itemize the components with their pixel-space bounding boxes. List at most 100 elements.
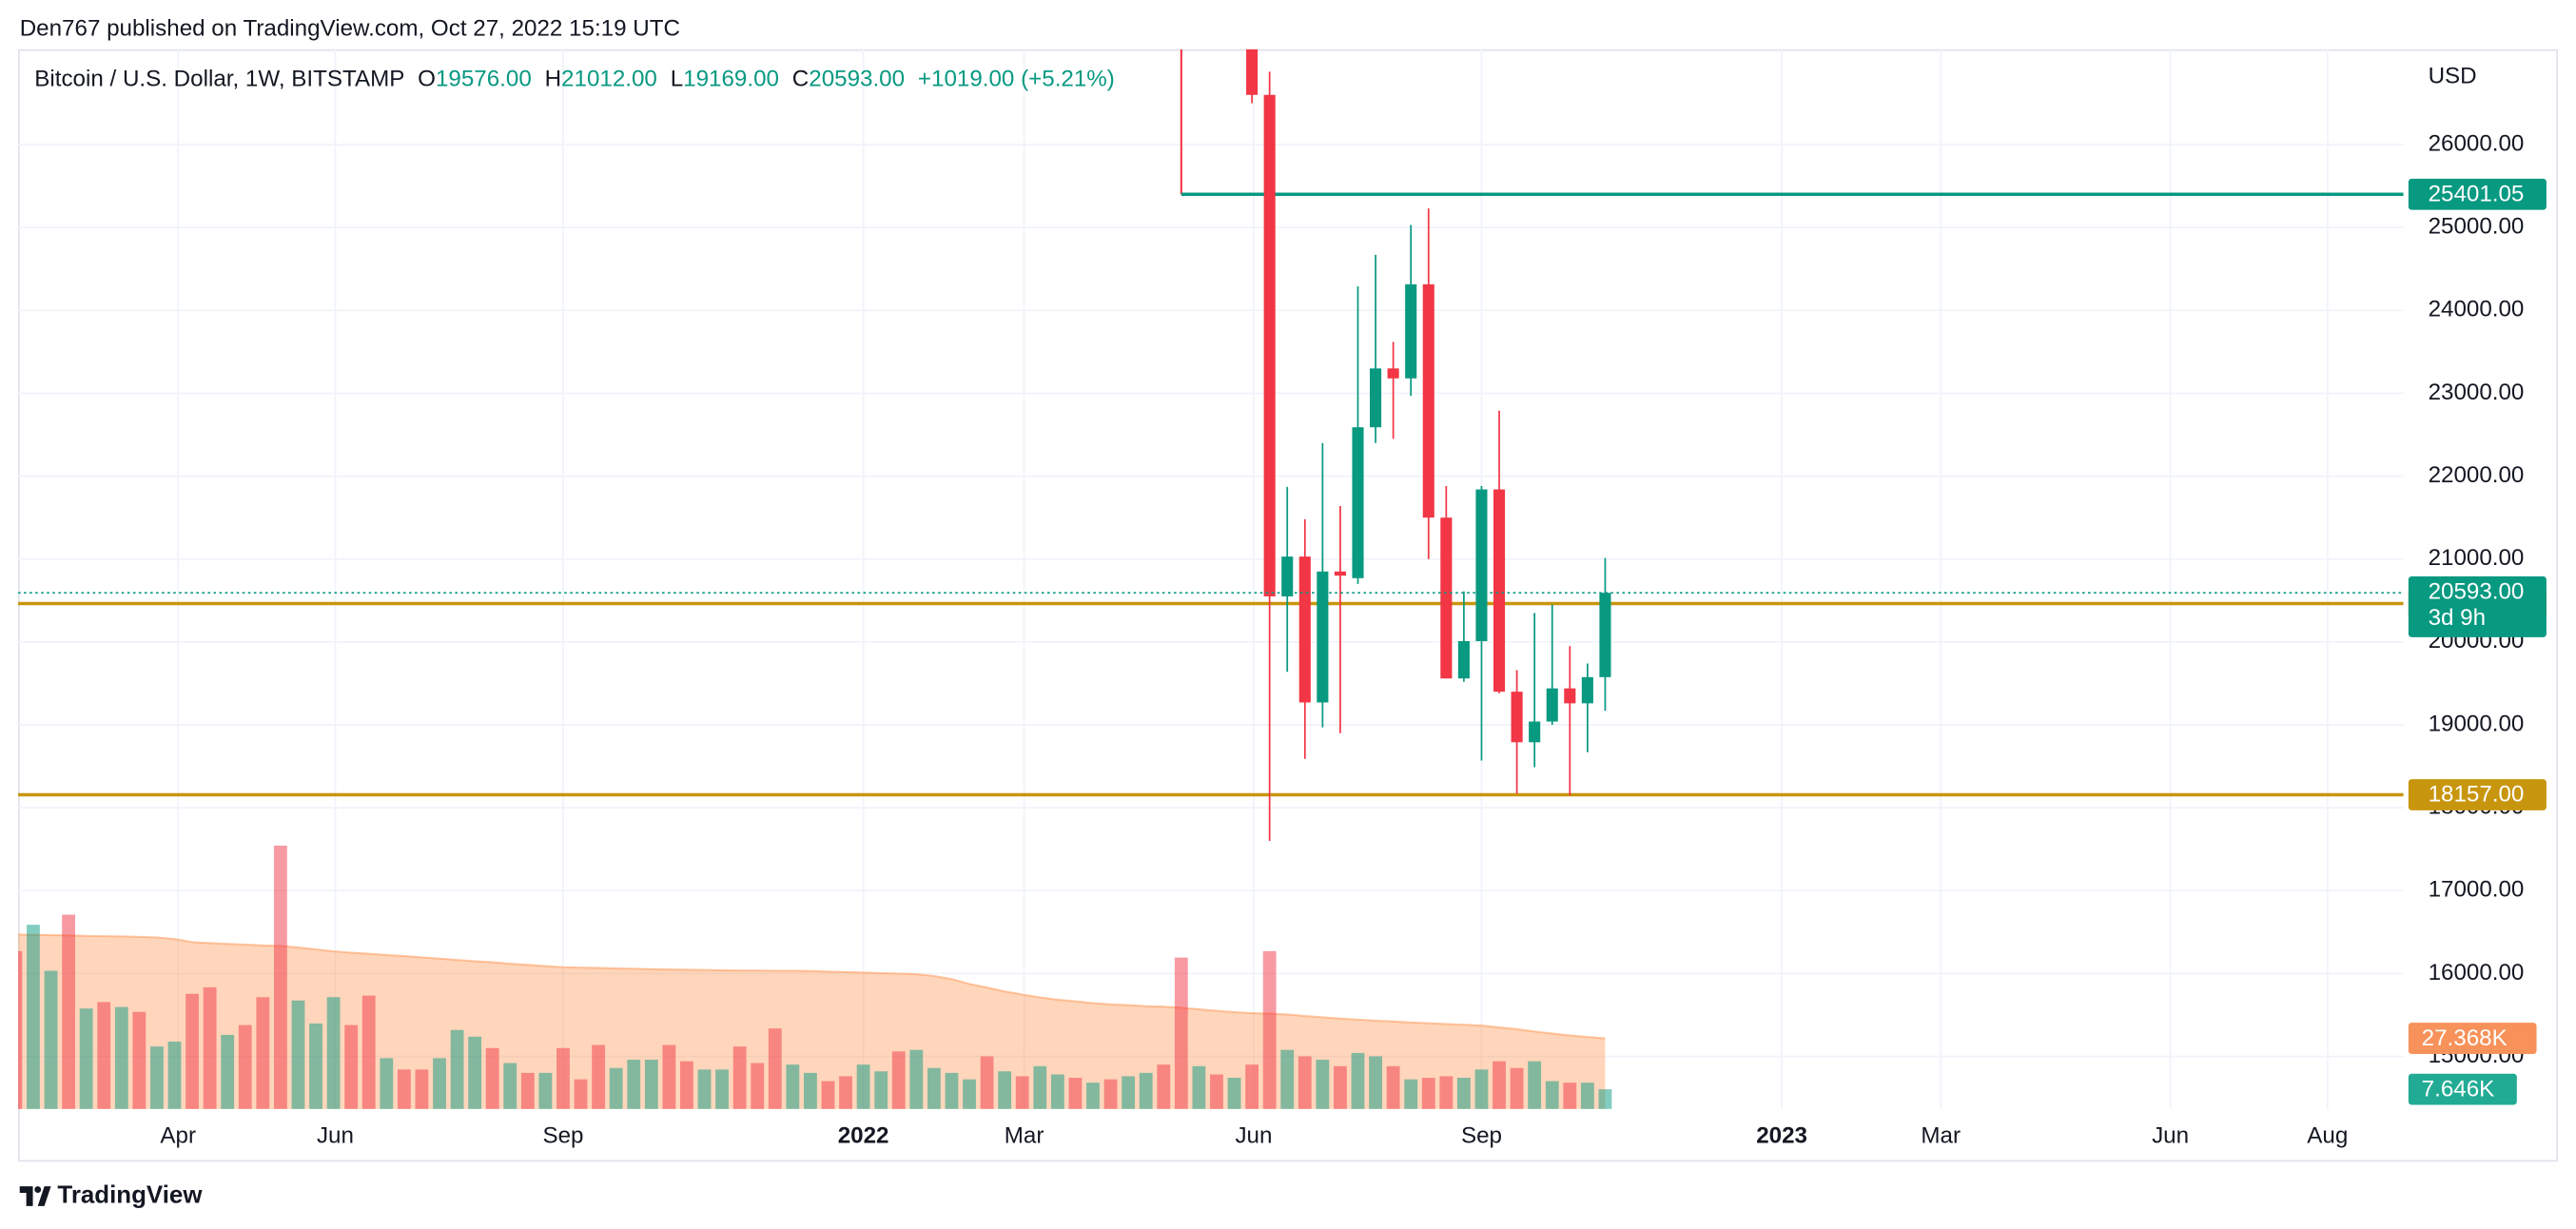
symbol-title: Bitcoin / U.S. Dollar, 1W, BITSTAMP — [34, 67, 404, 92]
x-tick-label: Jun — [1235, 1123, 1272, 1149]
logo-dot — [34, 1186, 42, 1193]
volume-bar — [538, 1072, 553, 1109]
candle-body — [1405, 283, 1417, 379]
volume-ma-area — [17, 934, 1606, 1109]
volume-bar — [768, 1028, 782, 1109]
volume-bar — [1510, 1067, 1524, 1109]
volume-bar — [238, 1024, 252, 1109]
brand-logo — [19, 1186, 51, 1206]
volume-bar — [132, 1011, 146, 1109]
volume-bar — [697, 1069, 712, 1109]
volume-bar — [1192, 1065, 1206, 1109]
candle-body — [1511, 692, 1523, 743]
volume-bar — [980, 1056, 994, 1109]
volume-bar — [503, 1063, 517, 1109]
volume-bar — [1245, 1064, 1259, 1109]
price-label: 25401.05 — [2429, 181, 2525, 206]
x-tick-label: Jun — [317, 1123, 354, 1149]
brand: TradingView — [57, 1181, 203, 1208]
candle-body — [1564, 688, 1576, 704]
volume-bar — [1439, 1076, 1454, 1109]
volume-bar — [1404, 1079, 1418, 1109]
volume-bar — [150, 1046, 164, 1109]
candle-body — [1493, 489, 1506, 693]
volume-box — [2408, 1073, 2517, 1105]
volume-bar — [203, 986, 217, 1109]
volume-bar — [433, 1058, 446, 1109]
logo-mark — [19, 1186, 51, 1206]
volume-bar — [574, 1079, 588, 1109]
volume-bar — [1033, 1065, 1047, 1109]
volume-bar — [1050, 1074, 1064, 1109]
legend-key: H — [545, 67, 561, 92]
y-tick-label: 25000.00 — [2429, 214, 2525, 240]
candle-body — [1298, 556, 1311, 703]
countdown-label: 3d 9h — [2429, 605, 2486, 631]
volume-bar — [1474, 1069, 1489, 1109]
x-tick-label: Aug — [2307, 1123, 2348, 1149]
candle-body — [1599, 593, 1611, 677]
volume-bar — [291, 1000, 305, 1109]
volume-bar — [1068, 1078, 1083, 1109]
y-tick-label: 22000.00 — [2429, 462, 2525, 488]
x-tick-label: 2022 — [838, 1123, 889, 1149]
volume-bar — [821, 1081, 835, 1109]
candle-body — [1440, 517, 1453, 679]
x-tick-label: Sep — [1461, 1123, 1502, 1149]
volume-bar — [1545, 1081, 1559, 1109]
volume-bar — [592, 1044, 606, 1109]
volume-bar — [44, 970, 58, 1109]
candle-body — [1370, 368, 1382, 428]
volume-bar — [1262, 950, 1277, 1109]
volume-bar — [1528, 1061, 1542, 1109]
volume-ma-label: 27.368K — [2422, 1025, 2508, 1051]
volume-bar — [273, 846, 287, 1109]
volume-bar — [397, 1069, 411, 1109]
legend-change: +1019.00 (+5.21%) — [918, 67, 1115, 92]
volume-bar — [344, 1024, 359, 1109]
volume-bar — [1580, 1083, 1594, 1109]
volume-bar — [485, 1047, 499, 1109]
legend-value: 21012.00 — [561, 67, 657, 92]
volume-bar — [751, 1063, 765, 1109]
y-tick-label: 26000.00 — [2429, 130, 2525, 156]
grid — [17, 49, 2404, 1109]
volume-label: 7.646K — [2422, 1076, 2495, 1102]
chart-frame — [17, 49, 2559, 1162]
currency: USD — [2429, 64, 2477, 89]
candle-body — [1457, 641, 1470, 679]
volume-bar — [380, 1058, 394, 1109]
volume-bar — [97, 1002, 111, 1109]
volume-bar — [945, 1072, 959, 1109]
volume-bar — [998, 1071, 1012, 1109]
volume-bar — [680, 1061, 693, 1109]
volume-bar — [1139, 1072, 1153, 1109]
volume-bar — [1174, 957, 1188, 1109]
volume-bar — [1210, 1074, 1223, 1109]
plot-area — [17, 49, 2404, 1109]
price-label-box — [2408, 779, 2547, 810]
publisher-line: Den767 published on TradingView.com, Oct… — [20, 15, 680, 41]
volume-bar — [1386, 1065, 1400, 1109]
x-tick-label: Mar — [1005, 1123, 1044, 1149]
y-tick-label: 17000.00 — [2429, 877, 2525, 903]
candle-body — [1317, 571, 1329, 703]
candle-body — [1246, 49, 1259, 95]
volume-bar — [1103, 1079, 1118, 1109]
legend-key: C — [792, 67, 809, 92]
legend-value: 19576.00 — [436, 67, 532, 92]
volume-bar — [520, 1072, 535, 1109]
volume-bar — [114, 1006, 128, 1109]
volume-bar — [1369, 1056, 1382, 1109]
candle-body — [1529, 721, 1541, 743]
volume-bar — [1421, 1078, 1435, 1109]
volume-bar — [644, 1060, 658, 1109]
x-tick-label: Sep — [542, 1123, 583, 1149]
volume-bar — [627, 1060, 641, 1109]
legend-key: O — [418, 67, 436, 92]
volume-bar — [556, 1047, 570, 1109]
x-tick-label: Apr — [160, 1123, 196, 1149]
candle-body — [1581, 676, 1593, 704]
volume-bar — [309, 1023, 322, 1109]
